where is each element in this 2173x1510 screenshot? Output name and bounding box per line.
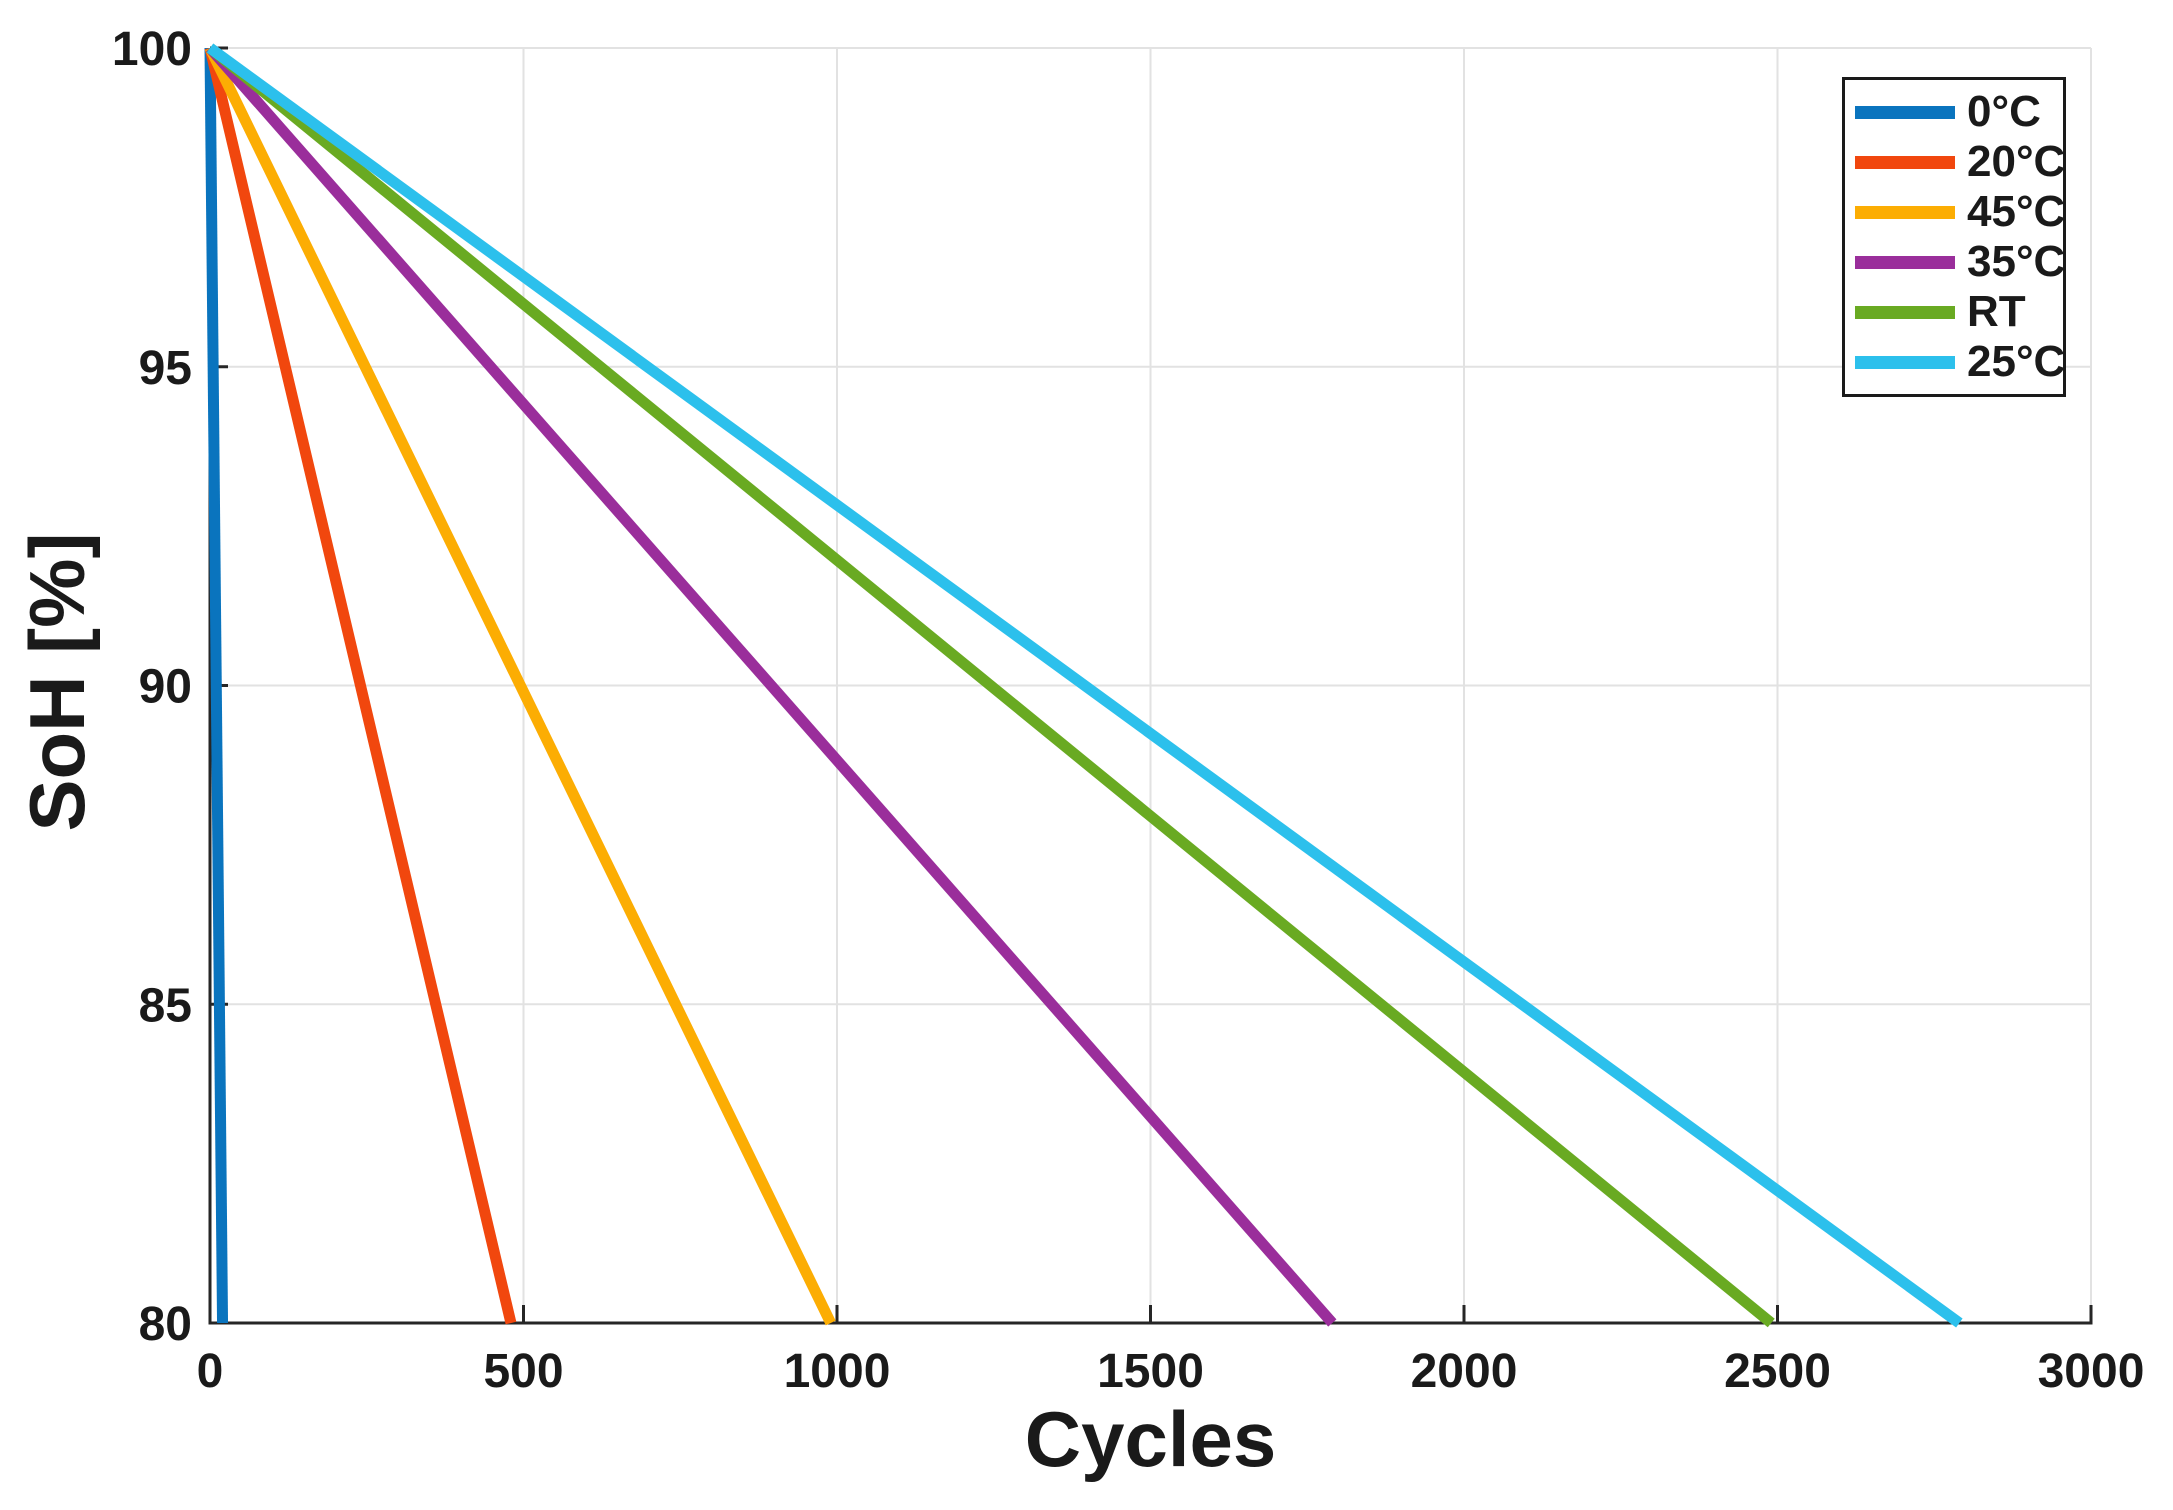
x-tick-label: 1000 <box>784 1345 891 1398</box>
y-tick-label: 100 <box>112 23 192 76</box>
x-tick-label: 2500 <box>1724 1345 1831 1398</box>
legend-swatch-20-c <box>1855 155 1955 169</box>
y-tick-label: 90 <box>139 661 192 714</box>
legend-label: RT <box>1967 287 2026 336</box>
legend-label: 25°C <box>1967 337 2066 386</box>
series-line-45-c <box>205 45 836 1326</box>
x-tick-label: 500 <box>483 1345 563 1398</box>
legend-label: 45°C <box>1967 187 2066 236</box>
tick-labels: 0 500 1000 1500 2000 2500 3000 80 85 90 95 100 <box>112 23 2144 1398</box>
x-tick-label: 2000 <box>1411 1345 1518 1398</box>
y-tick-label: 95 <box>139 342 192 395</box>
series-line-20-c <box>204 46 517 1325</box>
legend-item-20-c: 20°C <box>1855 137 2066 186</box>
x-tick-label: 3000 <box>2038 1345 2145 1398</box>
series-line-35-c <box>205 44 1337 1327</box>
series-line-0-c <box>204 47 229 1324</box>
legend-item-rt: RT <box>1855 290 2063 334</box>
legend: 0°C 20°C 45°C 35°C RT 25°C <box>1842 77 2066 397</box>
legend-item-35-c: 35°C <box>1855 237 2066 286</box>
y-axis-title: SoH [%] <box>13 532 101 832</box>
x-tick-label: 1500 <box>1097 1345 1204 1398</box>
y-tick-label: 80 <box>139 1298 192 1351</box>
legend-swatch-35-c <box>1855 255 1955 269</box>
series-line-rt <box>206 43 1775 1328</box>
x-axis-title: Cycles <box>1024 1395 1277 1483</box>
gridlines <box>210 47 2092 1323</box>
y-tick-label: 85 <box>139 979 192 1032</box>
x-tick-label: 0 <box>197 1345 224 1398</box>
series-lines <box>204 43 1963 1328</box>
legend-swatch-0-c <box>1855 105 1955 119</box>
legend-swatch-rt <box>1855 305 1955 319</box>
legend-label: 20°C <box>1967 137 2066 186</box>
legend-swatch-25-c <box>1855 355 1955 369</box>
legend-item-25-c: 25°C <box>1855 337 2066 386</box>
legend-item-0-c: 0°C <box>1855 90 2063 134</box>
series-line-25-c <box>206 43 1963 1328</box>
legend-label: 0°C <box>1967 87 2041 136</box>
legend-label: 35°C <box>1967 237 2066 286</box>
legend-item-45-c: 45°C <box>1855 187 2066 236</box>
legend-swatch-45-c <box>1855 205 1955 219</box>
